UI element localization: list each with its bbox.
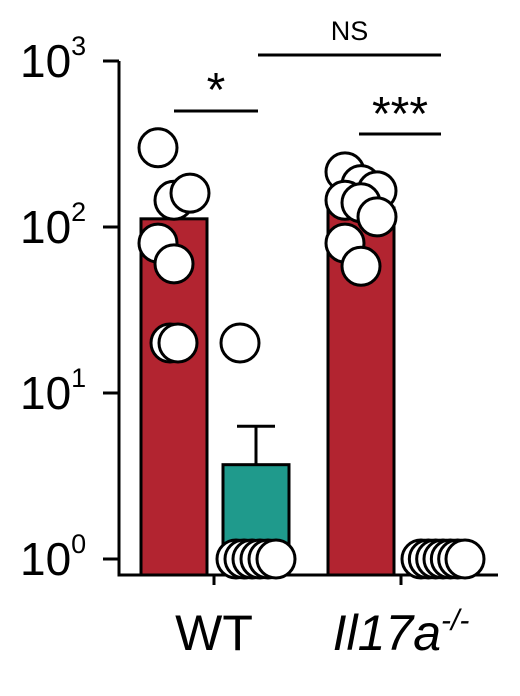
- significance-label: *: [207, 64, 226, 117]
- data-point: [153, 243, 195, 285]
- labels-layer: WT Il17a-/-: [175, 604, 469, 661]
- data-point: [157, 322, 199, 364]
- significance-label: ***: [372, 88, 428, 141]
- y-tick-label: 102: [20, 197, 86, 253]
- data-point: [356, 196, 398, 238]
- data-point: [340, 245, 382, 287]
- axes: 100 101 102 103: [20, 31, 498, 585]
- data-point: [169, 172, 211, 214]
- data-point: [137, 127, 179, 169]
- significance-layer: * ***NS: [174, 16, 441, 141]
- y-tick-label: 100: [20, 529, 86, 585]
- x-group-label: Il17a-/-: [333, 604, 470, 661]
- data-point: [444, 538, 486, 580]
- points-layer: [137, 127, 486, 580]
- y-tick-label: 103: [20, 31, 86, 87]
- significance-label: NS: [331, 16, 369, 46]
- data-point: [219, 322, 261, 364]
- y-tick-label: 101: [20, 363, 86, 419]
- x-group-label: WT: [175, 605, 253, 661]
- data-point: [255, 538, 297, 580]
